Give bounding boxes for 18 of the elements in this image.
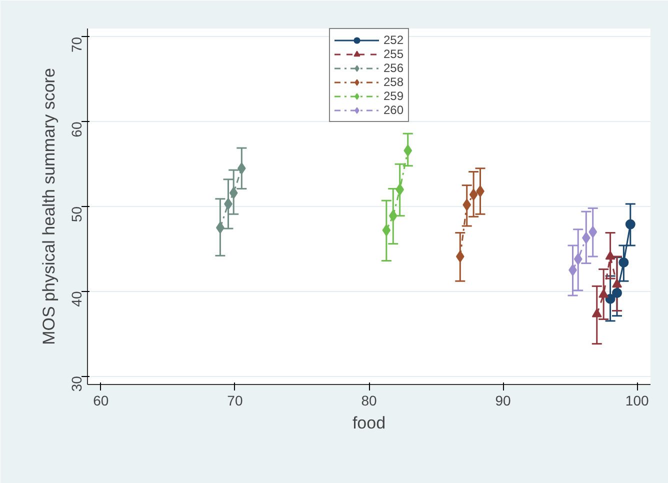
- legend-label: 258: [383, 75, 404, 89]
- y-tick-label: 40: [68, 291, 84, 307]
- y-tick-label: 70: [68, 36, 84, 53]
- y-tick-label: 60: [68, 122, 84, 138]
- x-tick-label: 60: [93, 392, 109, 408]
- x-tick-label: 70: [227, 392, 243, 408]
- x-tick-label: 90: [495, 392, 512, 408]
- legend-label: 255: [383, 47, 404, 61]
- legend-label: 252: [383, 33, 404, 47]
- legend-label: 260: [383, 103, 404, 117]
- y-axis-title: MOS physical health summary score: [40, 68, 58, 345]
- x-tick-label: 80: [361, 392, 377, 408]
- y-tick-label: 30: [68, 376, 84, 392]
- x-tick-label: 100: [625, 392, 649, 408]
- legend-label: 259: [383, 89, 404, 103]
- x-axis-title: food: [352, 414, 386, 432]
- legend-label: 256: [383, 61, 404, 75]
- y-tick-label: 50: [68, 206, 84, 222]
